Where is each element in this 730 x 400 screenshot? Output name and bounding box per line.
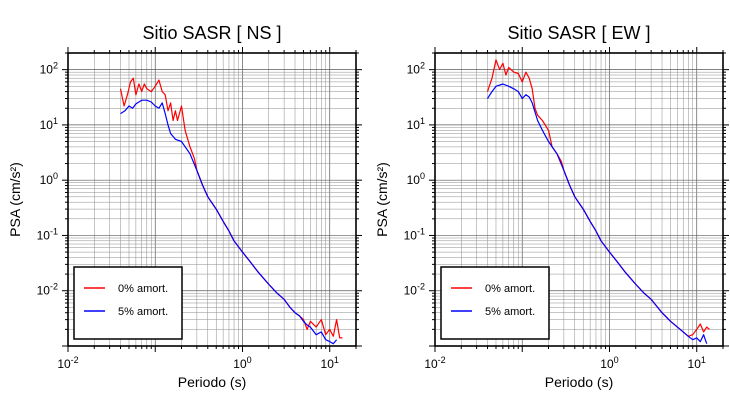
chart-panel-0: 10-2 100 101 10-2 10-1 100 101 102 Sitio SASR [ … (7, 23, 362, 390)
x-tick-label: 101 (321, 355, 339, 371)
x-axis-label: Periodo (s) (545, 374, 613, 390)
y-tick-label: 100 (40, 171, 58, 187)
y-tick-label: 10-1 (37, 226, 58, 242)
chart-title: Sitio SASR [ NS ] (142, 23, 281, 43)
gridlines (67, 52, 357, 347)
y-tick-label: 10-2 (37, 282, 58, 298)
axis-ticks (62, 47, 362, 352)
y-axis-label: PSA (cm/s²) (7, 162, 23, 237)
axis-ticks (429, 47, 729, 352)
x-tick-label: 10-2 (424, 355, 445, 371)
x-axis-label: Periodo (s) (178, 374, 246, 390)
series-line-1 (486, 83, 708, 344)
legend-label-0: 0% amort. (118, 283, 168, 295)
series-line-1 (120, 99, 338, 345)
chart-title: Sitio SASR [ EW ] (507, 23, 650, 43)
legend-label-0: 0% amort. (485, 283, 535, 295)
legend-box (73, 266, 183, 340)
y-axis-label: PSA (cm/s²) (374, 162, 390, 237)
y-tick-label: 101 (40, 116, 58, 132)
gridlines (434, 52, 724, 347)
plot-frame (67, 52, 357, 347)
y-tick-label: 100 (407, 171, 425, 187)
legend-box (440, 266, 550, 340)
y-tick-label: 10-1 (404, 226, 425, 242)
chart-panel-1: 10-2 100 101 10-2 10-1 100 101 102 Sitio SASR [ … (374, 23, 729, 390)
y-tick-label: 102 (407, 61, 425, 77)
legend-label-1: 5% amort. (118, 306, 168, 318)
x-tick-label: 100 (233, 355, 251, 371)
legend: 0% amort. 5% amort. (440, 266, 550, 340)
legend: 0% amort. 5% amort. (73, 266, 183, 340)
x-tick-label: 100 (600, 355, 618, 371)
x-tick-label: 101 (688, 355, 706, 371)
legend-label-1: 5% amort. (485, 306, 535, 318)
y-tick-label: 10-2 (404, 282, 425, 298)
plot-frame (434, 52, 724, 347)
y-tick-label: 101 (407, 116, 425, 132)
x-tick-label: 10-2 (57, 355, 78, 371)
y-tick-label: 102 (40, 61, 58, 77)
